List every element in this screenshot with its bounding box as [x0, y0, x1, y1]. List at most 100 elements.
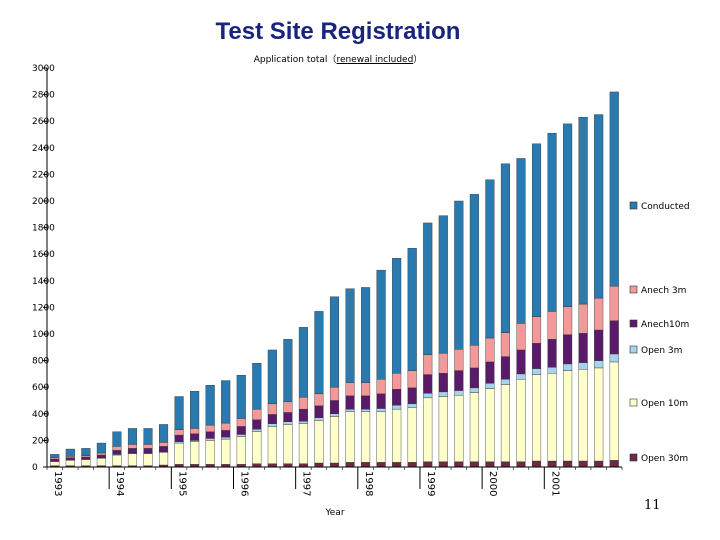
- bar-segment: [500, 379, 510, 385]
- bar-segment: [361, 287, 371, 383]
- subtitle-suffix: ）: [413, 55, 423, 65]
- chart-subtitle: Application total（renewal included）: [0, 52, 676, 65]
- bar-segment: [50, 461, 60, 466]
- bar-segment: [500, 461, 510, 468]
- bar-segment: [345, 382, 355, 397]
- bar-segment: [438, 373, 448, 393]
- bar-segment: [127, 428, 138, 445]
- bar-segment: [547, 367, 557, 374]
- bar-segment: [392, 404, 402, 410]
- y-tick-label: 2200: [32, 170, 55, 180]
- bar-segment: [298, 408, 308, 422]
- legend-swatch: [629, 345, 638, 354]
- bar-segment: [407, 407, 417, 463]
- bar-segment: [563, 363, 573, 371]
- bar-segment: [376, 462, 386, 468]
- y-tick-label: 3000: [32, 64, 55, 74]
- bar-segment: [65, 448, 75, 457]
- x-year-label: 2000: [487, 471, 498, 496]
- bar-segment: [423, 374, 433, 394]
- bar-segment: [469, 367, 479, 389]
- bar-segment: [438, 215, 448, 354]
- y-tick-label: 200: [32, 436, 49, 446]
- legend: Open 30m Open 10m Open 3m Anech10m Anech 3m C…: [629, 201, 690, 464]
- bar-segment: [267, 423, 277, 427]
- bar-segment: [143, 428, 153, 445]
- bar-segment: [283, 401, 293, 413]
- bar-segment: [609, 353, 619, 363]
- bar-segment: [252, 428, 262, 432]
- y-tick-label: 400: [32, 410, 49, 420]
- legend-label: Anech 3m: [641, 286, 686, 296]
- axes-layer: 0 200 400 600 800 1000 1200 1400 1600 1800 2000 220…: [32, 64, 623, 518]
- bar-segment: [392, 408, 402, 463]
- bar-segment: [578, 369, 588, 462]
- y-tick-label: 2600: [32, 117, 55, 127]
- bar-segment: [174, 396, 184, 430]
- y-tick-label: 1800: [32, 224, 55, 234]
- bar-segment: [407, 387, 417, 405]
- bar-segment: [563, 370, 573, 462]
- bar-segment: [283, 412, 293, 422]
- bar-segment: [112, 450, 122, 455]
- bar-segment: [594, 297, 604, 331]
- bar-segment: [205, 424, 215, 432]
- bar-segment: [516, 158, 526, 324]
- bar-segment: [127, 444, 138, 449]
- bar-segment: [454, 200, 464, 350]
- bar-segment: [361, 395, 371, 410]
- bar-segment: [531, 143, 542, 317]
- legend-label: Conducted: [641, 202, 690, 212]
- bar-segment: [392, 388, 402, 406]
- bar-segment: [361, 408, 371, 413]
- bar-segment: [407, 403, 417, 409]
- bar-segment: [345, 462, 355, 468]
- bar-segment: [594, 329, 604, 361]
- bar-segment: [158, 452, 169, 466]
- y-tick-label: 1200: [32, 303, 55, 313]
- bar-segment: [609, 361, 619, 461]
- bar-segment: [485, 383, 495, 389]
- y-tick-label: 2800: [32, 91, 55, 101]
- bar-segment: [516, 461, 526, 468]
- bar-segment: [236, 418, 246, 427]
- bar-segment: [594, 114, 604, 299]
- bar-segment: [469, 461, 479, 468]
- bar-segment: [423, 222, 433, 355]
- bar-segment: [563, 460, 573, 468]
- bar-segment: [267, 414, 277, 424]
- bar-segment: [205, 385, 215, 426]
- bar-segment: [329, 296, 340, 388]
- legend-label: Open 30m: [641, 454, 688, 464]
- bar-segment: [81, 448, 91, 456]
- bar-segment: [392, 257, 402, 374]
- bar-segment: [143, 444, 153, 449]
- x-year-label: 1995: [176, 471, 187, 496]
- y-tick-label: 0: [32, 463, 38, 473]
- bar-segment: [221, 422, 231, 431]
- bar-segment: [376, 408, 386, 413]
- bar-segment: [190, 390, 200, 429]
- y-tick-label: 1000: [32, 330, 55, 340]
- bar-segment: [454, 370, 464, 391]
- bar-segment: [236, 434, 246, 437]
- bar-segment: [345, 395, 355, 410]
- bar-segment: [112, 446, 122, 451]
- y-tick-label: 600: [32, 383, 49, 393]
- bar-segment: [298, 423, 308, 464]
- legend-swatch: [629, 201, 638, 210]
- x-year-label: 1996: [238, 471, 249, 496]
- bar-segment: [485, 179, 495, 339]
- bar-segment: [112, 454, 122, 466]
- bar-segment: [127, 448, 138, 454]
- bar-segment: [283, 424, 293, 464]
- y-tick-label: 2000: [32, 197, 55, 207]
- bar-segment: [65, 457, 75, 460]
- bar-segment: [376, 269, 386, 380]
- bar-segment: [345, 288, 355, 383]
- bar-segment: [423, 461, 433, 468]
- bar-segment: [267, 403, 277, 415]
- bar-segment: [500, 356, 510, 380]
- bar-segment: [485, 337, 495, 363]
- bar-segment: [594, 367, 604, 462]
